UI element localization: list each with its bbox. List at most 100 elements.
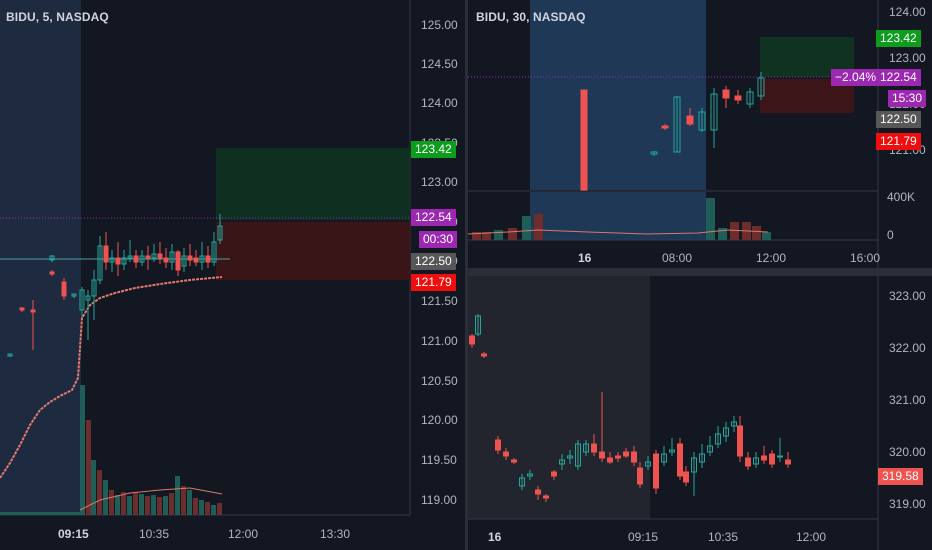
axis-tick-label: 16:00 <box>850 251 881 265</box>
axis-tick-label: 10:35 <box>708 530 739 544</box>
chart-left-pane[interactable]: BIDU, 5, NASDAQ 125.00124.50124.00123.50… <box>0 0 465 550</box>
axis-tick-label: 121.00 <box>421 334 458 348</box>
candle-body <box>707 445 713 453</box>
volume-bar <box>522 216 531 240</box>
candle-body <box>475 315 481 335</box>
axis-tick-label: 09:15 <box>58 527 89 541</box>
candle-body <box>785 459 791 465</box>
chart-top-right-pane[interactable]: BIDU, 30, NASDAQ 124.00123.00122.00121.0… <box>468 0 932 268</box>
candle-body <box>551 471 557 477</box>
candle-body <box>145 255 151 259</box>
tr-countdown-tag: 15:30 <box>888 90 927 107</box>
volume-bar <box>175 476 180 515</box>
left-stop-price-tag: 121.79 <box>411 274 456 291</box>
candle-body <box>103 245 109 263</box>
volume-bar <box>145 496 150 515</box>
candle-body <box>699 453 705 463</box>
volume-bar <box>109 490 114 515</box>
axis-tick-label: 16 <box>488 530 502 544</box>
candle-body <box>615 455 621 459</box>
axis-tick-label: 13:30 <box>320 527 351 541</box>
candle-body <box>753 457 759 465</box>
volume-bar <box>115 495 120 515</box>
volume-bar <box>169 493 174 515</box>
candle-body <box>731 421 737 427</box>
candle-body <box>205 255 211 263</box>
chart-bottom-right-canvas[interactable] <box>468 276 932 550</box>
pane-separator-vertical[interactable] <box>465 0 468 550</box>
volume-bar <box>163 496 168 515</box>
candle-body <box>715 433 721 445</box>
candle-body <box>527 473 533 477</box>
candle-body <box>7 353 13 357</box>
candle-body <box>745 457 751 467</box>
volume-bar <box>508 228 517 240</box>
volume-bar <box>151 495 156 515</box>
volume-bar <box>127 496 132 515</box>
axis-tick-label: 12:00 <box>796 530 827 544</box>
candle-body <box>91 279 97 297</box>
candle-body <box>686 115 694 125</box>
chart-bottom-right-pane[interactable]: 323.00 322.00 321.00 320.00 319.00 16 09:15 10… <box>468 276 932 550</box>
candle-body <box>599 451 605 459</box>
tr-stop-price-tag: 121.79 <box>876 133 921 150</box>
left-countdown-tag: 00:30 <box>419 231 458 248</box>
candle-body <box>669 449 675 453</box>
br-current-price-tag: 319.58 <box>878 468 923 485</box>
candle-body <box>30 309 36 313</box>
vwap-line <box>0 276 223 479</box>
candle-body <box>623 451 629 457</box>
candle-body <box>85 295 91 301</box>
pane-separator-horizontal[interactable] <box>468 268 932 276</box>
volume-bar <box>103 480 108 515</box>
volume-bar <box>534 214 543 240</box>
candle-body <box>583 443 589 453</box>
candle-body <box>691 457 697 473</box>
volume-bar <box>187 490 192 515</box>
candle-body <box>677 443 683 477</box>
axis-tick-label: 09:15 <box>628 530 659 544</box>
candle-body <box>127 255 133 259</box>
volume-bar <box>718 228 727 240</box>
axis-tick-label: 119.50 <box>421 453 457 467</box>
axis-tick-label: 320.00 <box>889 445 926 459</box>
candle-body <box>737 425 743 457</box>
left-current-price-tag: 122.54 <box>411 209 456 226</box>
candle-body <box>683 471 689 483</box>
candle-body <box>109 257 115 263</box>
candle-body <box>661 453 667 463</box>
volume-bar <box>139 494 144 515</box>
candle-body <box>559 459 565 465</box>
volume-bar <box>97 470 102 515</box>
chart-left-canvas[interactable] <box>0 0 465 550</box>
candle-body <box>607 457 613 463</box>
candle-body <box>591 443 597 453</box>
left-target-price-tag: 123.42 <box>411 141 456 158</box>
axis-tick-label: 321.00 <box>889 393 926 407</box>
candle-body <box>519 477 525 487</box>
candle-body <box>133 255 139 263</box>
candle-body <box>71 293 77 297</box>
session-shade <box>530 0 706 190</box>
axis-tick-label: 322.00 <box>889 341 926 355</box>
volume-bar <box>730 222 739 240</box>
candle-body <box>698 111 706 131</box>
candle-body <box>61 281 67 297</box>
volume-average-line <box>79 487 223 511</box>
candle-body <box>734 95 742 101</box>
volume-bar <box>472 232 481 240</box>
candle-body <box>710 93 718 131</box>
volume-bar <box>762 232 771 240</box>
volume-bar <box>494 230 503 240</box>
axis-tick-label: 12:00 <box>228 527 259 541</box>
candle-body <box>121 257 127 265</box>
candle-body <box>631 451 637 463</box>
candle-body <box>661 125 669 129</box>
candle-body <box>169 251 175 263</box>
tr-target-price-tag: 123.42 <box>876 30 921 47</box>
volume-bar <box>181 486 186 515</box>
candle-body <box>761 455 767 461</box>
session-shade <box>468 276 650 519</box>
volume-bar <box>133 492 138 515</box>
chart-top-right-canvas[interactable] <box>468 0 932 268</box>
